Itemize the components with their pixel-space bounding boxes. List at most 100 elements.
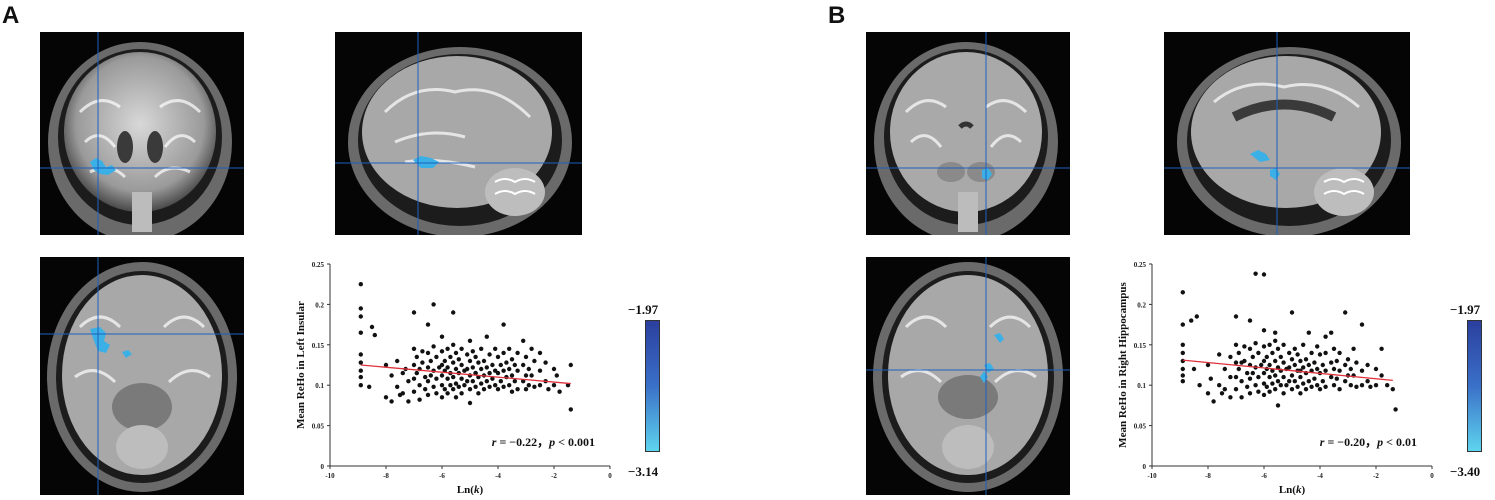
data-point (1315, 366, 1320, 372)
data-point (1180, 358, 1185, 364)
data-point (453, 350, 459, 356)
data-point (1385, 383, 1390, 388)
data-point (465, 352, 470, 357)
data-point (1315, 344, 1320, 349)
y-tick-label: 0.15 (1134, 342, 1147, 350)
data-point (1180, 373, 1185, 378)
data-point (1228, 354, 1233, 360)
data-point (425, 350, 431, 356)
data-point (509, 357, 515, 362)
data-point (498, 362, 503, 368)
data-point (1320, 362, 1325, 368)
data-point (1278, 354, 1283, 360)
data-point (462, 383, 467, 388)
data-point (515, 387, 520, 392)
data-point (1301, 381, 1306, 386)
data-point (526, 383, 531, 388)
data-point (1191, 366, 1197, 372)
data-point (507, 366, 512, 372)
data-point (495, 370, 501, 376)
data-point (529, 373, 534, 378)
data-point (1359, 368, 1365, 373)
data-point (1275, 365, 1281, 370)
data-point (1180, 366, 1185, 372)
stats-annotation: r = −0.22，p < 0.001 (492, 435, 595, 449)
data-point (484, 334, 489, 339)
data-point (554, 373, 559, 378)
x-tick-label: 0 (608, 472, 612, 480)
data-point (439, 383, 445, 388)
data-point (434, 376, 439, 381)
data-point (358, 374, 363, 380)
data-point (451, 342, 456, 347)
data-point (487, 352, 492, 357)
data-point (1228, 374, 1233, 380)
y-tick-label: 0.25 (312, 261, 325, 269)
data-point (481, 358, 487, 364)
data-point (1359, 322, 1365, 327)
data-point (358, 368, 363, 373)
y-tick-label: 0.25 (1134, 261, 1147, 269)
data-point (395, 384, 400, 389)
data-point (537, 350, 543, 356)
data-point (1264, 354, 1269, 360)
data-point (1334, 376, 1339, 381)
data-point (1331, 383, 1337, 388)
data-point (493, 346, 498, 351)
x-tick-label: -2 (1373, 472, 1379, 480)
data-point (367, 384, 372, 389)
data-point (1236, 366, 1241, 372)
data-point (479, 346, 484, 351)
panel-label-b: B (828, 2, 846, 29)
data-point (509, 373, 515, 378)
x-axis-label: Ln(k) (457, 484, 484, 495)
data-point (1211, 399, 1216, 404)
data-point (1289, 387, 1295, 392)
data-point (1295, 384, 1300, 389)
brain-coronal-b (866, 32, 1070, 235)
x-tick-label: -6 (1261, 472, 1267, 480)
data-point (507, 346, 512, 351)
data-point (1275, 379, 1281, 384)
data-point (451, 310, 456, 315)
data-point (481, 387, 487, 392)
data-point (1312, 376, 1317, 381)
data-point (1281, 360, 1286, 365)
data-point (470, 379, 475, 384)
data-point (1228, 395, 1233, 400)
data-point (490, 376, 495, 381)
data-point (411, 310, 417, 315)
data-point (411, 376, 417, 381)
data-point (1189, 318, 1194, 323)
x-tick-label: -10 (1147, 472, 1157, 480)
data-point (467, 400, 473, 406)
colorbar-max-label-a: −1.97 (628, 302, 659, 317)
data-point (568, 407, 573, 412)
data-point (1287, 365, 1292, 370)
data-point (1253, 271, 1258, 276)
data-point (526, 366, 531, 372)
data-point (1373, 383, 1379, 388)
data-point (1390, 387, 1395, 392)
data-point (551, 383, 557, 388)
y-axis-label: Mean ReHo in Right Hippocampus (1117, 281, 1129, 447)
data-point (442, 358, 447, 364)
data-point (484, 379, 489, 384)
data-point (448, 354, 453, 360)
data-point (465, 379, 470, 384)
data-point (1247, 346, 1253, 351)
data-point (512, 362, 517, 368)
data-point (1287, 350, 1292, 356)
data-point (543, 360, 548, 365)
colorbar-b: −1.97 −3.40 (1450, 298, 1495, 488)
data-point (442, 387, 447, 392)
colorbar-max-label-b: −1.97 (1450, 302, 1481, 317)
data-point (1365, 379, 1370, 384)
data-point (1261, 370, 1267, 376)
stats-p-value: < 0.001 (555, 435, 595, 449)
x-tick-label: -2 (551, 472, 557, 480)
stats-r-value: = −0.20， (1324, 435, 1377, 449)
data-point (425, 379, 431, 384)
data-point (515, 368, 520, 373)
data-point (1298, 374, 1303, 380)
